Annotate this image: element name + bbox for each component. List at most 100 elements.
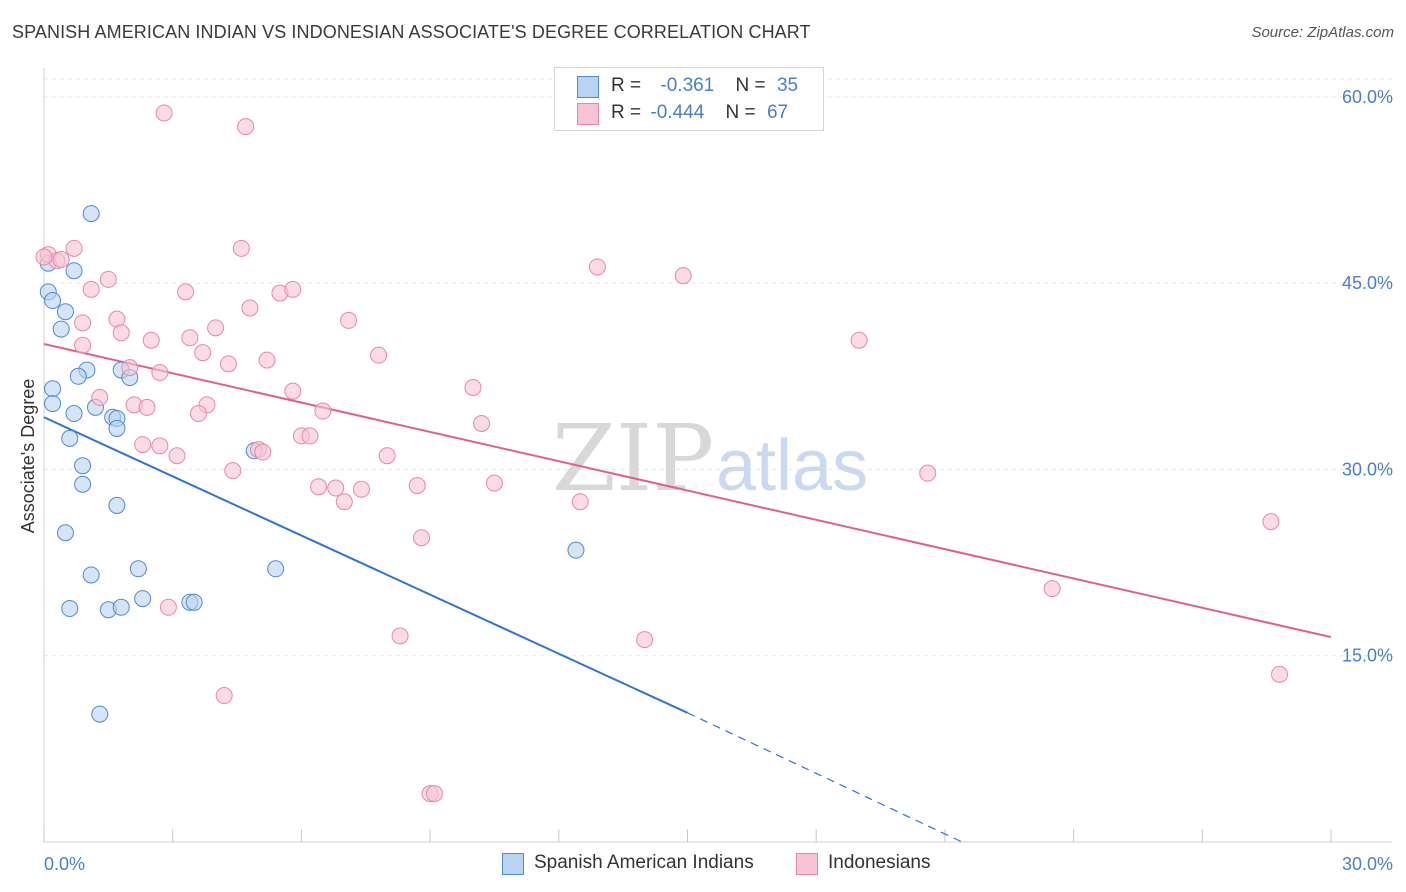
spanish-american-indians-point [44, 395, 62, 413]
indonesians-point [335, 493, 353, 511]
indonesians-point [370, 346, 388, 364]
indonesians-point [189, 405, 207, 423]
indonesians-point [99, 270, 117, 288]
spanish-american-indians-point [65, 405, 83, 423]
spanish-american-indians-trend-extension [687, 712, 963, 843]
indonesians-point [1271, 665, 1289, 683]
indonesians-point [301, 427, 319, 445]
indonesians-point [241, 299, 259, 317]
indonesians-point [310, 478, 328, 496]
spanish-american-indians-point [52, 320, 70, 338]
spanish-american-indians-trend-line [43, 416, 688, 714]
n-value: 67 [766, 102, 789, 123]
indonesians-point [674, 267, 692, 285]
indonesians-point [181, 329, 199, 347]
x-tick-labels: 0.0% 30.0% [44, 854, 1393, 874]
indonesians-point [258, 351, 276, 369]
chart-title: SPANISH AMERICAN INDIAN VS INDONESIAN AS… [12, 22, 811, 42]
gridlines [44, 78, 1392, 657]
indonesians-point [425, 785, 443, 803]
indonesians-point [413, 529, 431, 547]
indonesians-point [82, 280, 100, 298]
spanish-american-indians-point [82, 566, 100, 584]
r-value: -0.361 [660, 75, 715, 96]
spanish-american-indians-point [567, 541, 585, 559]
indonesians-trend-line [43, 343, 1332, 639]
spanish-american-indians-point [134, 590, 152, 608]
spanish-american-indians-point [65, 262, 83, 280]
indonesians-point [919, 464, 937, 482]
indonesians-point [219, 355, 237, 373]
spanish-american-indians-point [82, 205, 100, 223]
indonesians-point [224, 462, 242, 480]
axes [43, 68, 1392, 843]
indonesians-point [168, 447, 186, 465]
y-tick-labels: 15.0% 30.0% 45.0% 60.0% [1342, 87, 1393, 666]
indonesians-point [850, 331, 868, 349]
indonesians-point [74, 336, 92, 354]
spanish-american-indians-point [129, 560, 147, 578]
watermark-atlas: atlas [716, 426, 868, 506]
indonesians-point [207, 319, 225, 337]
indonesians-point [1043, 580, 1061, 598]
spanish-american-indians-point [108, 496, 126, 514]
spanish-american-indians-point [74, 457, 92, 475]
x-tick-label: 30.0% [1342, 854, 1393, 874]
indonesians-point [340, 311, 358, 329]
spanish-american-indians-point [74, 475, 92, 493]
indonesians-point [194, 344, 212, 362]
legend-swatch-blue [502, 853, 524, 875]
indonesians-point [284, 382, 302, 400]
indonesians-point [155, 104, 173, 122]
indonesians-point [473, 414, 491, 432]
indonesians-point [151, 364, 169, 382]
spanish-american-indians-point [56, 524, 74, 542]
indonesians-point [588, 258, 606, 276]
indonesians-point [74, 314, 92, 332]
spanish-american-indians-point [108, 419, 126, 437]
y-axis-label: Associate's Degree [18, 379, 38, 534]
indonesians-point [215, 686, 233, 704]
r-label: R = [611, 102, 642, 123]
indonesians-point [327, 479, 345, 497]
spanish-american-indians-point [69, 367, 87, 385]
indonesians-point [65, 239, 83, 257]
indonesians-point [464, 378, 482, 396]
indonesians-point [159, 598, 177, 616]
indonesians-point [1262, 513, 1280, 531]
indonesians-point [485, 474, 503, 492]
indonesians-point [378, 447, 396, 465]
n-label: N = [725, 102, 756, 123]
indonesians-point [571, 493, 589, 511]
legend-label: Indonesians [828, 852, 931, 873]
n-label: N = [735, 75, 766, 96]
indonesians-point [91, 388, 109, 406]
legend-swatch-pink [796, 853, 818, 875]
indonesians-point [112, 324, 130, 342]
r-label: R = [611, 75, 642, 96]
indonesians-point [237, 118, 255, 136]
indonesians-point [151, 437, 169, 455]
spanish-american-indians-point [267, 560, 285, 578]
spanish-american-indians-point [185, 593, 203, 611]
indonesians-point [352, 480, 370, 498]
y-tick-label: 45.0% [1342, 273, 1393, 293]
r-value: -0.444 [650, 102, 705, 123]
correlation-legend: R = -0.361 N = 35 R = -0.444 N = 67 [554, 67, 824, 131]
legend-swatch-blue [577, 76, 599, 98]
n-value: 35 [776, 75, 799, 96]
indonesians-point [52, 251, 70, 269]
indonesians-point [142, 331, 160, 349]
indonesians-point [284, 280, 302, 298]
trend-lines [43, 343, 1332, 843]
legend-label: Spanish American Indians [534, 852, 754, 873]
spanish-american-indians-point [56, 303, 74, 321]
indonesians-point [35, 248, 53, 266]
indonesians-point [391, 627, 409, 645]
indonesians-point [134, 436, 152, 454]
indonesians-point [408, 477, 426, 495]
indonesians-point [177, 283, 195, 301]
y-tick-label: 15.0% [1342, 646, 1393, 666]
legend-swatch-pink [577, 103, 599, 125]
